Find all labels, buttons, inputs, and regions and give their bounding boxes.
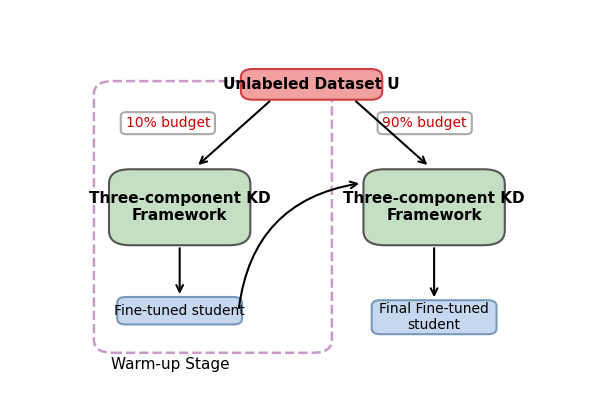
Text: Three-component KD
Framework: Three-component KD Framework: [89, 191, 271, 223]
FancyBboxPatch shape: [241, 69, 382, 100]
FancyBboxPatch shape: [121, 112, 215, 134]
Text: Warm-up Stage: Warm-up Stage: [111, 357, 230, 372]
Text: Final Fine-tuned
student: Final Fine-tuned student: [379, 302, 489, 332]
Text: Three-component KD
Framework: Three-component KD Framework: [344, 191, 525, 223]
FancyBboxPatch shape: [378, 112, 472, 134]
FancyBboxPatch shape: [117, 297, 242, 325]
Text: Unlabeled Dataset U: Unlabeled Dataset U: [223, 77, 400, 92]
FancyBboxPatch shape: [364, 169, 505, 245]
FancyBboxPatch shape: [109, 169, 250, 245]
Text: 10% budget: 10% budget: [126, 116, 210, 130]
FancyBboxPatch shape: [371, 300, 497, 334]
Text: 90% budget: 90% budget: [382, 116, 467, 130]
Text: Fine-tuned student: Fine-tuned student: [114, 304, 245, 318]
